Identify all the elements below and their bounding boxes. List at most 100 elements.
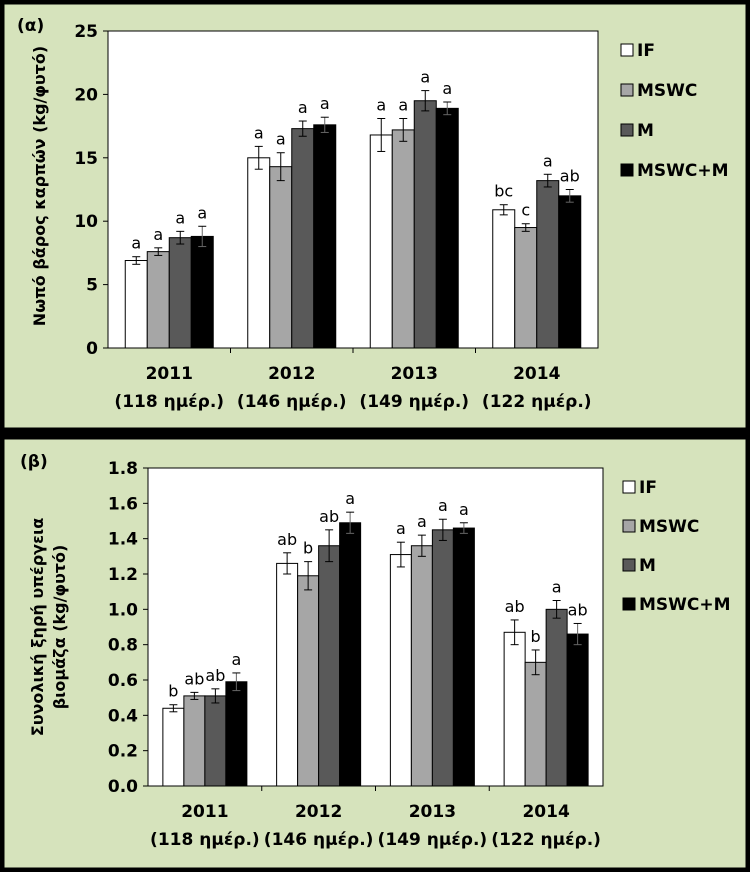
chart-panel-b: (β) 0.0 0.2 0.4 0.6 0.8 1.0 1.2 1.4 1.6 1.8 Συνολικ… bbox=[3, 438, 747, 869]
bar-m-2014 bbox=[536, 180, 560, 349]
legend-swatch-3 bbox=[622, 558, 636, 572]
legend-label-3: M bbox=[637, 121, 654, 141]
legend-swatch-1 bbox=[620, 43, 634, 57]
bar-mswc-m-2011 bbox=[190, 235, 214, 349]
bar-if-2011 bbox=[124, 260, 148, 349]
legend-swatch-2 bbox=[620, 83, 634, 97]
x-sublabel: (122 ημέρ.) bbox=[482, 392, 592, 412]
bar-m-2011 bbox=[204, 695, 227, 787]
significance-label: a bbox=[396, 519, 406, 538]
significance-label: a bbox=[376, 95, 386, 114]
significance-label: ab bbox=[568, 600, 588, 619]
bar-m-2012 bbox=[291, 128, 315, 349]
significance-label: a bbox=[442, 79, 452, 98]
y-axis-label: βιομάζα (kg/φυτό) bbox=[50, 545, 69, 710]
bar-m-2013 bbox=[431, 529, 454, 787]
significance-label: a bbox=[153, 225, 163, 244]
x-tick-label: 2014 bbox=[522, 802, 569, 822]
significance-label: a bbox=[459, 500, 469, 519]
significance-label: b bbox=[168, 682, 178, 701]
legend-label-2: MSWC bbox=[639, 517, 699, 537]
x-sublabel: (118 ημέρ.) bbox=[114, 392, 224, 412]
chart-a-svg: (α) 0 5 10 15 20 25 Νωπό βάρος καρπών (kg/φυτό)… bbox=[3, 3, 747, 429]
significance-label: a bbox=[320, 94, 330, 113]
significance-label: ab bbox=[319, 507, 339, 526]
bar-mswc-m-2012 bbox=[313, 124, 337, 349]
y-tick-label: 5 bbox=[86, 276, 98, 296]
y-axis-label: Συνολική ξηρή υπέργεια bbox=[28, 518, 47, 736]
bar-m-2013 bbox=[413, 100, 437, 349]
legend-label-4: MSWC+M bbox=[639, 595, 731, 615]
x-tick-label: 2012 bbox=[268, 364, 315, 384]
y-tick-label: 0 bbox=[86, 339, 98, 359]
bar-m-2012 bbox=[318, 545, 341, 787]
bar-mswc-m-2011 bbox=[225, 681, 248, 787]
significance-label: c bbox=[521, 201, 530, 220]
significance-label: ab bbox=[560, 167, 580, 186]
bar-if-2013 bbox=[369, 134, 393, 349]
x-sublabel: (149 ημέρ.) bbox=[378, 830, 488, 850]
significance-label: ab bbox=[205, 666, 225, 685]
x-sublabel: (118 ημέρ.) bbox=[150, 830, 260, 850]
y-tick-label: 1.4 bbox=[108, 530, 138, 550]
y-tick-label: 0.0 bbox=[108, 777, 138, 797]
legend-swatch-3 bbox=[620, 123, 634, 137]
significance-label: b bbox=[303, 539, 313, 558]
x-tick-label: 2014 bbox=[513, 364, 560, 384]
significance-label: ab bbox=[505, 597, 525, 616]
significance-label: b bbox=[531, 627, 541, 646]
significance-label: a bbox=[131, 234, 141, 253]
y-tick-label: 0.8 bbox=[108, 636, 138, 656]
panel-label: (β) bbox=[20, 452, 48, 472]
panel-label: (α) bbox=[17, 16, 44, 36]
y-tick-label: 25 bbox=[74, 22, 98, 42]
bar-if-2014 bbox=[492, 209, 516, 349]
significance-label: a bbox=[420, 68, 430, 87]
y-tick-label: 1.8 bbox=[108, 459, 138, 479]
significance-label: a bbox=[276, 130, 286, 149]
bar-mswc-2012 bbox=[297, 575, 320, 787]
bar-if-2012 bbox=[276, 562, 299, 787]
y-tick-label: 1.2 bbox=[108, 565, 138, 585]
x-sublabel: (146 ημέρ.) bbox=[264, 830, 374, 850]
bar-if-2011 bbox=[162, 707, 185, 787]
bar-mswc-2014 bbox=[524, 661, 547, 787]
significance-label: a bbox=[417, 512, 427, 531]
significance-label: bc bbox=[494, 182, 513, 201]
bar-mswc-m-2013 bbox=[452, 527, 475, 787]
y-tick-label: 20 bbox=[74, 85, 98, 105]
bar-mswc-m-2014 bbox=[558, 195, 582, 349]
bar-if-2013 bbox=[389, 554, 412, 787]
x-sublabel: (146 ημέρ.) bbox=[237, 392, 347, 412]
significance-label: a bbox=[175, 208, 185, 227]
bar-mswc-m-2013 bbox=[435, 107, 459, 349]
chart-b-svg: (β) 0.0 0.2 0.4 0.6 0.8 1.0 1.2 1.4 1.6 1.8 Συνολικ… bbox=[3, 438, 747, 869]
bar-if-2012 bbox=[247, 157, 271, 349]
y-tick-label: 1.0 bbox=[108, 600, 138, 620]
bar-if-2014 bbox=[503, 631, 526, 787]
x-tick-label: 2011 bbox=[181, 802, 228, 822]
y-axis-label: Νωπό βάρος καρπών (kg/φυτό) bbox=[30, 46, 49, 326]
bar-mswc-m-2012 bbox=[339, 522, 362, 787]
bar-mswc-2014 bbox=[514, 227, 538, 349]
significance-label: a bbox=[345, 489, 355, 508]
legend-swatch-1 bbox=[622, 480, 636, 494]
y-tick-label: 0.2 bbox=[108, 742, 138, 762]
legend-swatch-2 bbox=[622, 519, 636, 533]
y-tick-label: 1.6 bbox=[108, 494, 138, 514]
legend-swatch-4 bbox=[620, 163, 634, 177]
significance-label: ab bbox=[184, 669, 204, 688]
significance-label: a bbox=[254, 123, 264, 142]
significance-label: ab bbox=[277, 530, 297, 549]
y-tick-label: 0.6 bbox=[108, 671, 138, 691]
x-sublabel: (149 ημέρ.) bbox=[359, 392, 469, 412]
legend-label-2: MSWC bbox=[637, 81, 697, 101]
chart-panel-a: (α) 0 5 10 15 20 25 Νωπό βάρος καρπών (kg/φυτό)… bbox=[3, 3, 747, 429]
bar-mswc-2012 bbox=[269, 166, 293, 349]
x-tick-label: 2011 bbox=[146, 364, 193, 384]
x-sublabel: (122 ημέρ.) bbox=[491, 830, 601, 850]
bar-m-2014 bbox=[545, 608, 568, 787]
legend-label-1: IF bbox=[637, 41, 655, 61]
significance-label: a bbox=[398, 95, 408, 114]
legend-swatch-4 bbox=[622, 597, 636, 611]
